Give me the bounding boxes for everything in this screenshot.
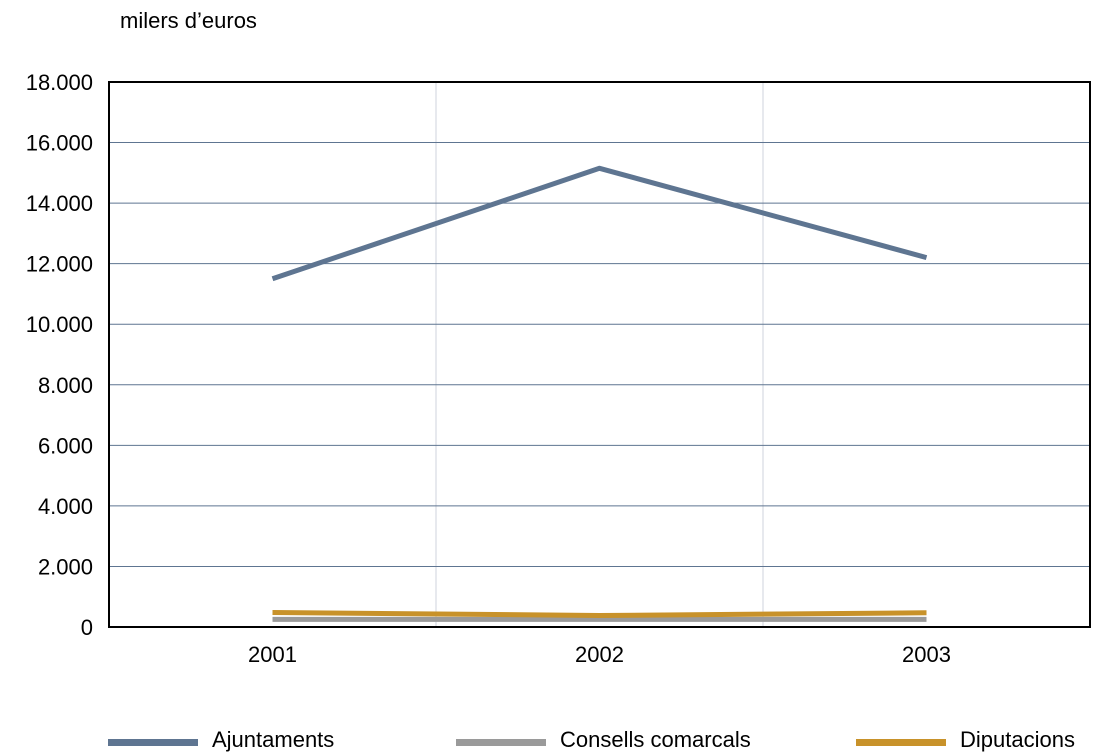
series-lines (271, 165, 928, 622)
y-tick-label: 6.000 (38, 433, 93, 458)
x-tick-label: 2002 (575, 642, 624, 667)
y-tick-labels: 0 2.000 4.000 6.000 8.000 10.000 12.000 14.000 1… (26, 70, 93, 640)
x-tick-label: 2001 (248, 642, 297, 667)
y-tick-label: 18.000 (26, 70, 93, 95)
gridlines (109, 82, 1090, 627)
legend-label-ajuntaments: Ajuntaments (212, 727, 335, 752)
y-tick-label: 2.000 (38, 554, 93, 579)
series-line-diputacions (272, 609, 927, 618)
plot-frame (108, 81, 1091, 628)
legend-swatch-diputacions (856, 738, 946, 746)
y-tick-label: 8.000 (38, 373, 93, 398)
legend-item-consells-comarcals: Consells comarcals (456, 728, 751, 754)
legend-item-diputacions: Diputacions (856, 728, 1075, 754)
y-tick-label: 4.000 (38, 494, 93, 519)
legend-item-ajuntaments: Ajuntaments (108, 728, 334, 754)
y-tick-label: 14.000 (26, 191, 93, 216)
x-tick-label: 2003 (902, 642, 951, 667)
x-tick-labels: 2001 2002 2003 (248, 642, 951, 667)
legend-label-diputacions: Diputacions (960, 727, 1075, 752)
y-tick-label: 0 (81, 615, 93, 640)
series-line-ajuntaments (271, 165, 928, 282)
legend-swatch-ajuntaments (108, 738, 198, 746)
legend-label-consells-comarcals: Consells comarcals (560, 727, 751, 752)
line-chart: 0 2.000 4.000 6.000 8.000 10.000 12.000 14.000 1… (26, 70, 1091, 667)
legend-swatch-consells-comarcals (456, 738, 546, 746)
y-axis-unit-label: milers d’euros (120, 8, 257, 33)
y-tick-label: 16.000 (26, 131, 93, 156)
y-tick-label: 10.000 (26, 312, 93, 337)
y-tick-label: 12.000 (26, 252, 93, 277)
